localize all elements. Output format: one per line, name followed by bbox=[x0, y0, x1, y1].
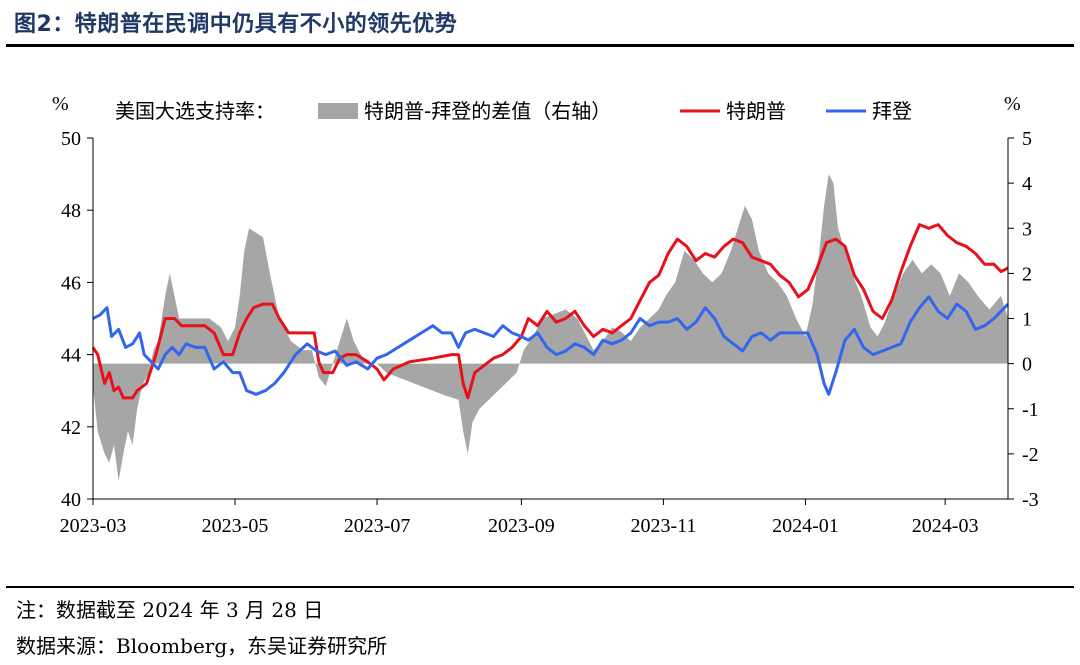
bottom-rule bbox=[6, 586, 1074, 588]
chart: % % 美国大选支持率： 特朗普-拜登的差值（右轴） 特朗普 拜登 404244… bbox=[52, 93, 1039, 537]
x-tick-label: 2023-03 bbox=[60, 515, 127, 537]
right-tick-label: -3 bbox=[1022, 489, 1039, 511]
right-tick-label: -1 bbox=[1022, 399, 1039, 421]
legend-label-biden: 拜登 bbox=[872, 99, 912, 123]
legend-label-trump: 特朗普 bbox=[726, 99, 786, 123]
left-tick-label: 46 bbox=[61, 272, 81, 294]
left-tick-label: 40 bbox=[61, 489, 81, 511]
top-rule bbox=[6, 44, 1074, 47]
legend-label-diff: 特朗普-拜登的差值（右轴） bbox=[364, 99, 611, 123]
right-tick-label: -2 bbox=[1022, 444, 1039, 466]
series-diff-area bbox=[93, 174, 1008, 481]
right-tick-label: 0 bbox=[1022, 354, 1032, 376]
left-tick-label: 42 bbox=[61, 417, 81, 439]
series-trump-line bbox=[91, 223, 1009, 400]
x-tick-label: 2023-11 bbox=[630, 515, 696, 537]
left-tick-label: 50 bbox=[61, 128, 81, 150]
right-tick-label: 4 bbox=[1022, 173, 1032, 195]
right-tick-label: 5 bbox=[1022, 128, 1032, 150]
left-unit-label: % bbox=[52, 93, 69, 115]
x-tick-label: 2023-07 bbox=[344, 515, 411, 537]
right-tick-label: 1 bbox=[1022, 309, 1032, 331]
series-biden-line bbox=[92, 295, 1010, 396]
data-source: 数据来源：Bloomberg，东吴证券研究所 bbox=[16, 634, 388, 658]
legend-swatch-diff bbox=[318, 103, 358, 119]
axis-ticks: 40 42 44 46 48 50 -3 -2 -1 0 1 2 3 4 5 2023-03 2023-05 20… bbox=[60, 128, 1039, 537]
x-tick-label: 2024-03 bbox=[912, 515, 979, 537]
data-note: 注：数据截至 2024 年 3 月 28 日 bbox=[16, 598, 324, 622]
right-unit-label: % bbox=[1004, 93, 1021, 115]
legend-title: 美国大选支持率： bbox=[115, 99, 275, 123]
x-tick-label: 2023-05 bbox=[202, 515, 269, 537]
plot-area bbox=[91, 174, 1010, 481]
x-tick-label: 2023-09 bbox=[488, 515, 555, 537]
right-tick-label: 2 bbox=[1022, 263, 1032, 285]
left-tick-label: 48 bbox=[61, 200, 81, 222]
right-tick-label: 3 bbox=[1022, 218, 1032, 240]
figure-title: 图2：特朗普在民调中仍具有不小的领先优势 bbox=[14, 12, 458, 37]
x-tick-label: 2024-01 bbox=[772, 515, 839, 537]
left-tick-label: 44 bbox=[61, 345, 81, 367]
